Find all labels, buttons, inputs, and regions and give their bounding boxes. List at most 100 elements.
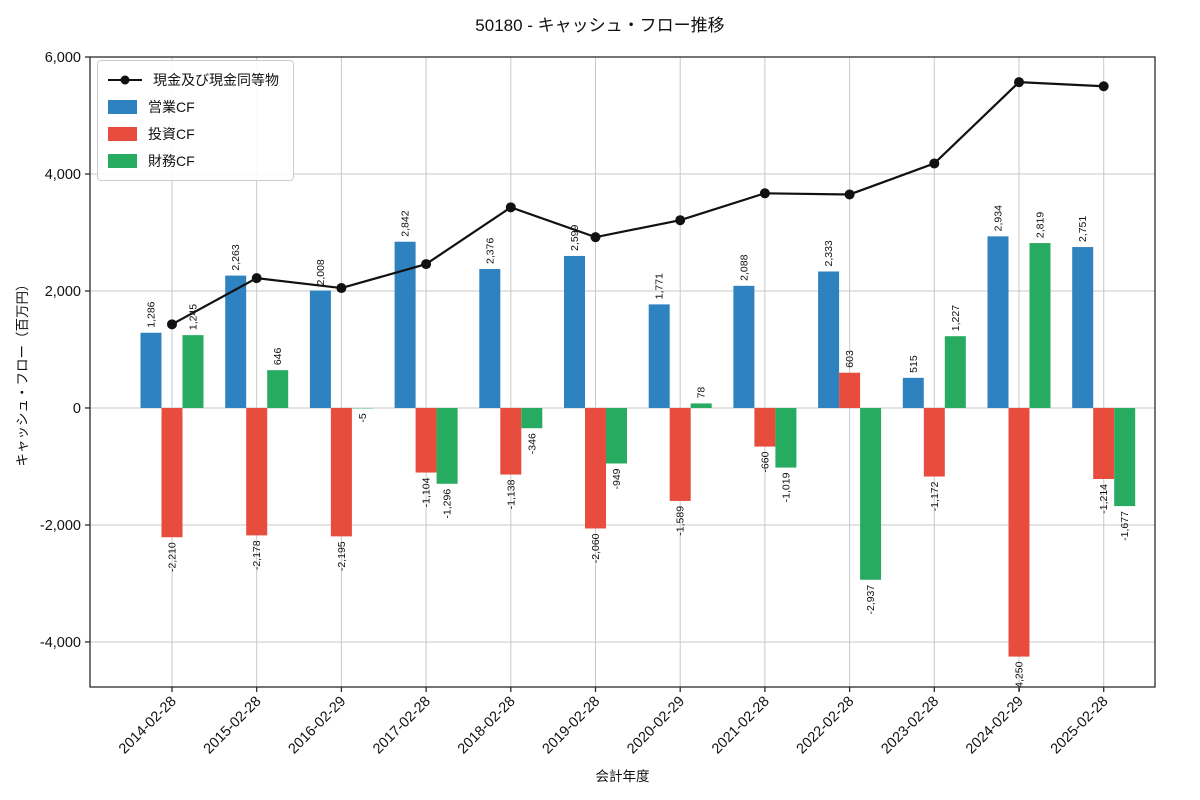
y-tick-label: -4,000	[40, 635, 81, 651]
bar-label-operating-cf-3: 2,842	[400, 210, 412, 236]
bar-financing-cf-8	[860, 407, 882, 580]
line-point-6	[675, 215, 686, 226]
bar-operating-cf-4	[479, 268, 501, 408]
bar-financing-cf-6	[690, 403, 712, 408]
legend-line-marker-icon	[108, 75, 142, 85]
bar-investing-cf-4	[500, 407, 522, 475]
x-tick-label: 2025-02-28	[1048, 694, 1112, 758]
bar-financing-cf-10	[1029, 243, 1051, 408]
bar-label-operating-cf-9: 515	[908, 355, 920, 373]
plot-border	[89, 56, 1156, 688]
y-tick-label: 6,000	[45, 50, 81, 66]
bar-label-financing-cf-1: 646	[272, 348, 284, 366]
chart-title: 50180 - キャッシュ・フロー推移	[475, 16, 725, 35]
legend-item-investing-cf: 投資CF	[108, 124, 279, 144]
bar-financing-cf-4	[521, 407, 543, 429]
bar-investing-cf-5	[585, 407, 606, 529]
bar-label-financing-cf-5: -949	[611, 468, 623, 489]
bar-investing-cf-2	[330, 407, 352, 537]
bar-investing-cf-1	[246, 407, 268, 536]
bar-label-investing-cf-3: -1,104	[421, 477, 433, 507]
bar-operating-cf-11	[1072, 247, 1094, 408]
bar-financing-cf-0	[182, 335, 204, 408]
y-tick-label: -2,000	[40, 518, 81, 534]
x-tick-label: 2016-02-29	[285, 694, 349, 758]
legend-swatch-investing-icon	[108, 127, 137, 141]
line-point-2	[336, 283, 347, 294]
bar-label-financing-cf-4: -346	[526, 433, 538, 454]
x-tick-label: 2021-02-28	[709, 694, 773, 758]
bar-investing-cf-3	[415, 407, 437, 473]
line-point-1	[251, 273, 262, 284]
bar-financing-cf-11	[1114, 407, 1136, 507]
bar-label-financing-cf-7: -1,019	[780, 472, 792, 502]
bar-label-investing-cf-6: -1,589	[675, 506, 687, 536]
bar-operating-cf-5	[564, 255, 585, 408]
line-point-4	[505, 202, 516, 213]
bar-investing-cf-10	[1008, 407, 1030, 657]
bar-label-investing-cf-10: -4,250	[1014, 661, 1026, 691]
bar-label-investing-cf-2: -2,195	[336, 541, 348, 571]
bar-operating-cf-9	[902, 377, 924, 408]
x-tick-label: 2017-02-28	[370, 694, 434, 758]
bar-investing-cf-9	[923, 407, 945, 477]
legend-swatch-financing-icon	[108, 154, 137, 168]
x-tick-label: 2014-02-28	[116, 694, 180, 758]
y-tick-label: 0	[73, 401, 81, 417]
bar-label-investing-cf-4: -1,138	[505, 479, 517, 509]
bar-operating-cf-3	[394, 241, 416, 408]
bar-financing-cf-9	[944, 336, 966, 408]
bar-label-investing-cf-5: -2,060	[590, 533, 602, 563]
legend-swatch-operating-icon	[108, 100, 137, 114]
bar-label-financing-cf-2: -5	[357, 413, 369, 422]
bar-label-financing-cf-8: -2,937	[865, 585, 877, 615]
bar-label-investing-cf-11: -1,214	[1098, 484, 1110, 514]
y-axis-title: キャッシュ・フロー（百万円）	[15, 277, 30, 467]
bar-label-investing-cf-0: -2,210	[167, 542, 179, 572]
bar-label-operating-cf-6: 1,771	[654, 273, 666, 299]
line-point-0	[167, 319, 177, 330]
bar-label-financing-cf-3: -1,296	[442, 489, 454, 519]
bar-investing-cf-11	[1093, 407, 1115, 479]
bar-label-financing-cf-6: 78	[696, 387, 708, 399]
bar-operating-cf-0	[140, 332, 162, 408]
bar-label-operating-cf-2: 2,008	[315, 259, 327, 285]
bar-label-financing-cf-11: -1,677	[1119, 511, 1131, 541]
x-tick-label: 2015-02-28	[201, 694, 265, 758]
bar-label-operating-cf-10: 2,934	[993, 205, 1005, 231]
bar-label-financing-cf-10: 2,819	[1035, 212, 1047, 238]
bar-label-investing-cf-1: -2,178	[251, 540, 263, 570]
line-point-5	[590, 232, 601, 243]
bar-financing-cf-7	[775, 407, 797, 468]
legend: 現金及び現金同等物 営業CF 投資CF 財務CF	[97, 60, 294, 181]
x-tick-label: 2023-02-28	[878, 694, 942, 758]
x-axis-title: 会計年度	[595, 769, 650, 784]
legend-label-financing: 財務CF	[148, 153, 195, 169]
line-point-11	[1098, 81, 1109, 92]
line-point-7	[759, 188, 770, 199]
line-point-9	[929, 158, 940, 169]
legend-item-cash: 現金及び現金同等物	[108, 70, 279, 90]
bar-label-financing-cf-9: 1,227	[950, 305, 962, 331]
bar-investing-cf-6	[669, 407, 691, 501]
bar-financing-cf-3	[436, 407, 458, 484]
line-point-10	[1014, 77, 1024, 88]
bar-financing-cf-1	[267, 370, 289, 408]
bar-operating-cf-1	[225, 275, 247, 408]
x-tick-label: 2024-02-29	[963, 694, 1027, 758]
cash-line	[171, 81, 1104, 326]
bar-label-operating-cf-7: 2,088	[738, 254, 750, 280]
bar-operating-cf-8	[818, 271, 840, 408]
bar-label-operating-cf-0: 1,286	[146, 301, 158, 327]
legend-item-financing-cf: 財務CF	[108, 151, 279, 171]
legend-label-operating: 営業CF	[148, 99, 195, 115]
bar-label-investing-cf-9: -1,172	[929, 481, 941, 511]
bar-label-operating-cf-8: 2,333	[823, 240, 835, 266]
bar-operating-cf-10	[987, 236, 1009, 408]
y-tick-label: 2,000	[45, 284, 81, 300]
line-point-3	[421, 259, 432, 270]
bar-financing-cf-5	[606, 407, 627, 464]
bar-investing-cf-8	[839, 372, 861, 408]
